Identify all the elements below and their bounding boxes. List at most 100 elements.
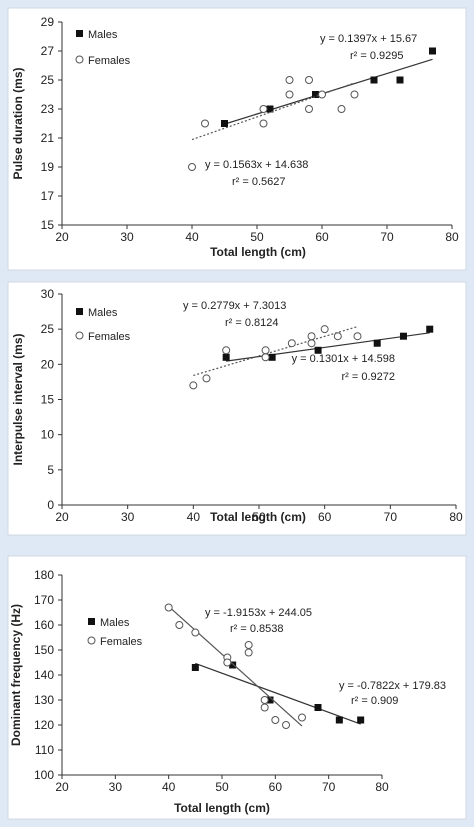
data-point-male <box>399 332 407 340</box>
x-axis-title: Total length (cm) <box>174 801 270 815</box>
x-tick-label: 30 <box>121 510 135 524</box>
x-tick-label: 60 <box>315 230 329 244</box>
trendline-equation-females: y = -1.9153x + 244.05 <box>205 607 312 619</box>
data-point-female <box>307 332 316 341</box>
data-point-male <box>191 664 199 671</box>
y-tick-label: 30 <box>41 287 55 301</box>
x-tick-label: 50 <box>252 510 266 524</box>
y-tick-label: 110 <box>35 743 54 757</box>
data-point-female <box>175 621 184 629</box>
data-point-female <box>201 119 209 128</box>
x-tick-label: 60 <box>269 780 283 794</box>
y-tick-label: 160 <box>34 618 54 632</box>
trendline-males <box>195 662 361 725</box>
data-point-female <box>244 641 253 649</box>
chart-panel-3: 20 30 40 50 60 70 80 100 110 120 130 140 150 160 170 18… <box>7 555 467 820</box>
trendline-females <box>193 326 358 377</box>
legend-marker-female <box>75 331 84 340</box>
x-tick-label: 20 <box>55 230 69 244</box>
data-point-female <box>337 105 346 113</box>
data-point-female <box>244 648 253 657</box>
legend-label-females: Females <box>88 55 131 67</box>
data-point-male <box>222 353 230 361</box>
data-point-male <box>221 120 228 127</box>
data-point-male <box>268 353 276 361</box>
trendline-equation-males: y = -0.7822x + 179.83 <box>339 680 446 692</box>
data-point-female <box>305 105 313 113</box>
data-point-female <box>305 76 313 84</box>
data-point-male <box>312 91 319 98</box>
r-squared-males: r² = 0.9295 <box>350 50 404 62</box>
data-point-female <box>261 346 270 355</box>
x-tick-label: 80 <box>449 510 463 524</box>
data-point-female <box>333 332 342 341</box>
x-tick-label: 20 <box>55 780 69 794</box>
legend-label-females: Females <box>100 636 143 648</box>
data-point-male <box>396 76 404 84</box>
y-tick-label: 10 <box>41 428 55 442</box>
trendline-males <box>226 332 430 362</box>
y-tick-label: 150 <box>34 643 54 657</box>
data-point-female <box>282 721 290 729</box>
x-tick-label: 50 <box>250 230 264 244</box>
y-axis-title: Pulse duration (ms) <box>11 67 25 179</box>
data-point-male <box>426 325 434 333</box>
y-tick-label: 17 <box>41 189 55 203</box>
x-tick-label: 40 <box>187 510 201 524</box>
legend-label-females: Females <box>88 331 131 343</box>
chart-panel-background <box>7 7 467 271</box>
data-point-male <box>373 339 381 347</box>
y-tick-label: 21 <box>41 131 55 145</box>
data-point-female <box>350 90 359 99</box>
data-point-male <box>429 47 436 55</box>
y-tick-label: 140 <box>34 668 54 682</box>
data-point-female <box>260 703 269 712</box>
y-tick-label: 5 <box>47 463 54 477</box>
chart-panel-2: 20 30 40 50 60 70 80 0 5 10 15 20 25 30 Total length (… <box>7 281 467 536</box>
trendline-equation-males: y = 0.1301x + 14.598 <box>292 353 395 365</box>
r-squared-females: r² = 0.5627 <box>232 176 286 188</box>
x-tick-label: 80 <box>375 780 389 794</box>
data-point-female <box>318 90 326 99</box>
data-point-female <box>259 119 268 128</box>
x-tick-label: 60 <box>318 510 332 524</box>
data-point-male <box>370 76 378 84</box>
data-point-female <box>223 658 232 667</box>
y-tick-label: 29 <box>41 15 55 29</box>
x-tick-label: 30 <box>109 780 123 794</box>
x-tick-label: 50 <box>215 780 229 794</box>
x-tick-label: 80 <box>445 230 459 244</box>
legend-marker-male <box>76 308 83 315</box>
legend-label-males: Males <box>100 617 130 629</box>
x-axis-title: Total length (cm) <box>210 510 306 524</box>
legend-marker-male <box>88 618 95 625</box>
r-squared-males: r² = 0.9272 <box>341 371 395 383</box>
data-point-female <box>320 325 329 334</box>
data-point-female <box>260 696 269 704</box>
y-tick-label: 25 <box>41 322 55 336</box>
trendline-equation-males: y = 0.1397x + 15.67 <box>320 33 417 45</box>
y-tick-label: 130 <box>34 693 54 707</box>
data-point-female <box>222 346 231 355</box>
y-tick-label: 0 <box>47 498 54 512</box>
x-tick-label: 70 <box>380 230 394 244</box>
x-tick-label: 70 <box>384 510 398 524</box>
y-axis-title: Interpulse interval (ms) <box>11 333 25 465</box>
legend-marker-female <box>87 636 96 645</box>
data-point-male <box>229 661 237 669</box>
data-point-female <box>285 90 294 99</box>
data-point-female <box>191 628 200 637</box>
chart-panel-background <box>7 281 467 536</box>
x-axis-title: Total length (cm) <box>210 245 306 259</box>
y-tick-label: 180 <box>34 568 54 582</box>
y-tick-label: 25 <box>41 73 55 87</box>
y-tick-label: 20 <box>41 357 55 371</box>
data-point-male <box>314 346 322 354</box>
data-point-male <box>335 716 343 724</box>
chart-panel-1: 20 30 40 50 60 70 80 15 17 19 21 23 25 27 29 Total leng… <box>7 7 467 271</box>
trendline-equation-females: y = 0.1563x + 14.638 <box>205 159 308 171</box>
data-point-male <box>314 704 322 711</box>
x-tick-label: 20 <box>55 510 69 524</box>
data-point-female <box>298 713 306 722</box>
